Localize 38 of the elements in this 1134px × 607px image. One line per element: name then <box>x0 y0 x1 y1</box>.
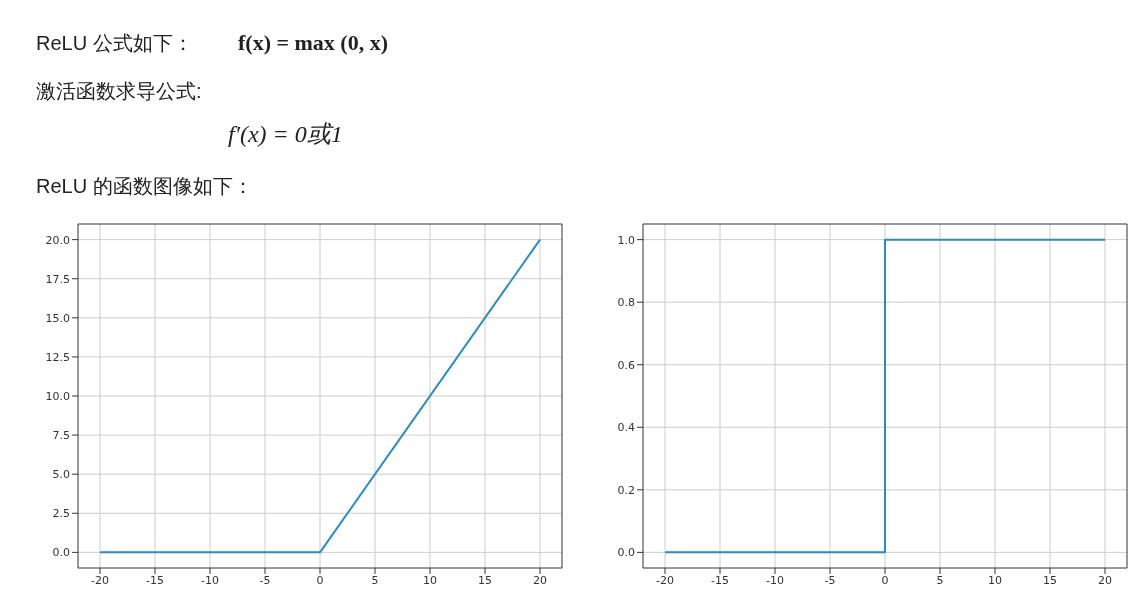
y-tick-label: 0.6 <box>617 358 635 372</box>
x-tick-label: 5 <box>371 573 379 587</box>
x-tick-label: 15 <box>1043 573 1057 587</box>
y-tick-label: 2.5 <box>52 507 70 521</box>
y-tick-label: 1.0 <box>617 233 635 247</box>
x-tick-label: 5 <box>936 573 944 587</box>
x-tick-label: 10 <box>988 573 1002 587</box>
x-tick-label: -5 <box>259 573 271 587</box>
x-tick-label: -15 <box>146 573 164 587</box>
x-tick-label: -10 <box>201 573 219 587</box>
y-tick-label: 5.0 <box>52 468 70 482</box>
text: ReLU 公式如下： <box>36 31 193 56</box>
y-tick-label: 15.0 <box>45 311 70 325</box>
x-tick-label: 20 <box>1098 573 1112 587</box>
text: ReLU 的函数图像如下： <box>36 174 253 199</box>
y-tick-label: 0.2 <box>617 483 635 497</box>
y-tick-label: 0.8 <box>617 296 635 310</box>
y-tick-label: 0.0 <box>52 546 70 560</box>
x-tick-label: -5 <box>824 573 836 587</box>
y-tick-label: 12.5 <box>45 350 70 364</box>
y-tick-label: 10.0 <box>45 389 70 403</box>
x-tick-label: 20 <box>533 573 547 587</box>
text: 激活函数求导公式: <box>36 79 202 104</box>
y-tick-label: 20.0 <box>45 233 70 247</box>
x-tick-label: 15 <box>478 573 492 587</box>
x-tick-label: 10 <box>423 573 437 587</box>
y-tick-label: 0.4 <box>617 421 635 435</box>
x-tick-label: 0 <box>881 573 889 587</box>
x-tick-label: -20 <box>656 573 674 587</box>
y-tick-label: 7.5 <box>52 429 70 442</box>
text: f(x) = max (0, x) <box>238 30 388 56</box>
y-tick-label: 17.5 <box>45 272 70 286</box>
text: f′(x) = 0或1 <box>228 120 343 149</box>
x-tick-label: -10 <box>766 573 784 587</box>
y-tick-label: 0.0 <box>617 546 635 560</box>
x-tick-label: -15 <box>711 573 729 587</box>
x-tick-label: -20 <box>91 573 109 587</box>
x-tick-label: 0 <box>316 573 324 587</box>
